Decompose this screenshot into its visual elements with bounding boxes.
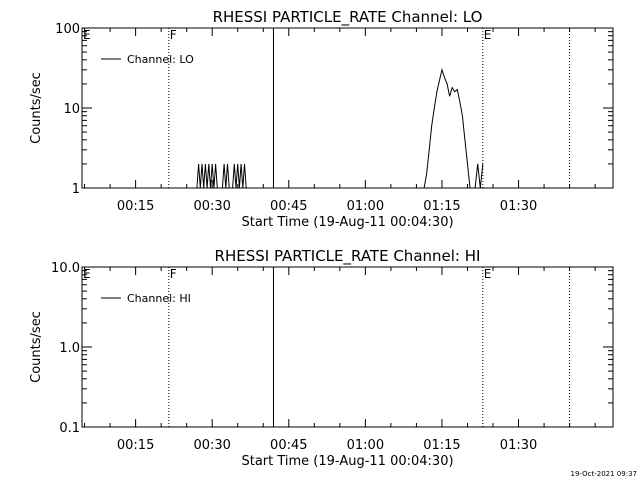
x-tick-label: 01:15 (423, 438, 460, 453)
y-tick-label: 100 (55, 22, 80, 37)
x-axis-label: Start Time (19-Aug-11 00:04:30) (241, 454, 453, 469)
x-tick-label: 01:30 (500, 438, 537, 453)
series-line (423, 67, 471, 189)
x-tick-label: 01:00 (347, 199, 384, 214)
series-line (196, 163, 247, 189)
chart-title: RHESSI PARTICLE_RATE Channel: LO (213, 8, 483, 27)
y-tick-label: 10.0 (51, 261, 80, 276)
event-marker-label: E (484, 28, 492, 42)
plot-frame (81, 27, 614, 189)
x-tick-label: 01:00 (347, 438, 384, 453)
event-marker-label: E (484, 267, 492, 281)
y-tick-label: 0.1 (59, 421, 80, 436)
x-tick-label: 01:15 (423, 199, 460, 214)
x-tick-label: 00:15 (117, 438, 154, 453)
series-line (474, 163, 484, 189)
event-marker-label: E (83, 267, 91, 281)
footer-timestamp: 19-Oct-2021 09:37 (571, 470, 637, 478)
y-tick-label: 1 (72, 182, 80, 197)
event-marker-label: F (170, 28, 177, 42)
event-marker-label: E (83, 28, 91, 42)
x-tick-label: 00:45 (270, 199, 307, 214)
legend-entry: Channel: LO (127, 53, 194, 66)
panel-lo-channel: RHESSI PARTICLE_RATE Channel: LO Start Ti… (29, 8, 614, 230)
y-axis-label: Counts/sec (29, 72, 44, 144)
plot-frame (81, 266, 614, 428)
event-marker-label: F (170, 267, 177, 281)
x-tick-label: 01:30 (500, 199, 537, 214)
chart-title: RHESSI PARTICLE_RATE Channel: HI (215, 247, 481, 266)
x-tick-label: 00:30 (193, 199, 230, 214)
panel-hi-channel: RHESSI PARTICLE_RATE Channel: HI Start Ti… (29, 247, 614, 469)
y-axis-label: Counts/sec (29, 311, 44, 383)
x-tick-label: 00:30 (193, 438, 230, 453)
legend-entry: Channel: HI (127, 292, 191, 305)
x-axis-label: Start Time (19-Aug-11 00:04:30) (241, 215, 453, 230)
y-tick-label: 1.0 (59, 341, 80, 356)
x-tick-label: 00:15 (117, 199, 154, 214)
x-tick-label: 00:45 (270, 438, 307, 453)
y-tick-label: 10 (63, 102, 80, 117)
